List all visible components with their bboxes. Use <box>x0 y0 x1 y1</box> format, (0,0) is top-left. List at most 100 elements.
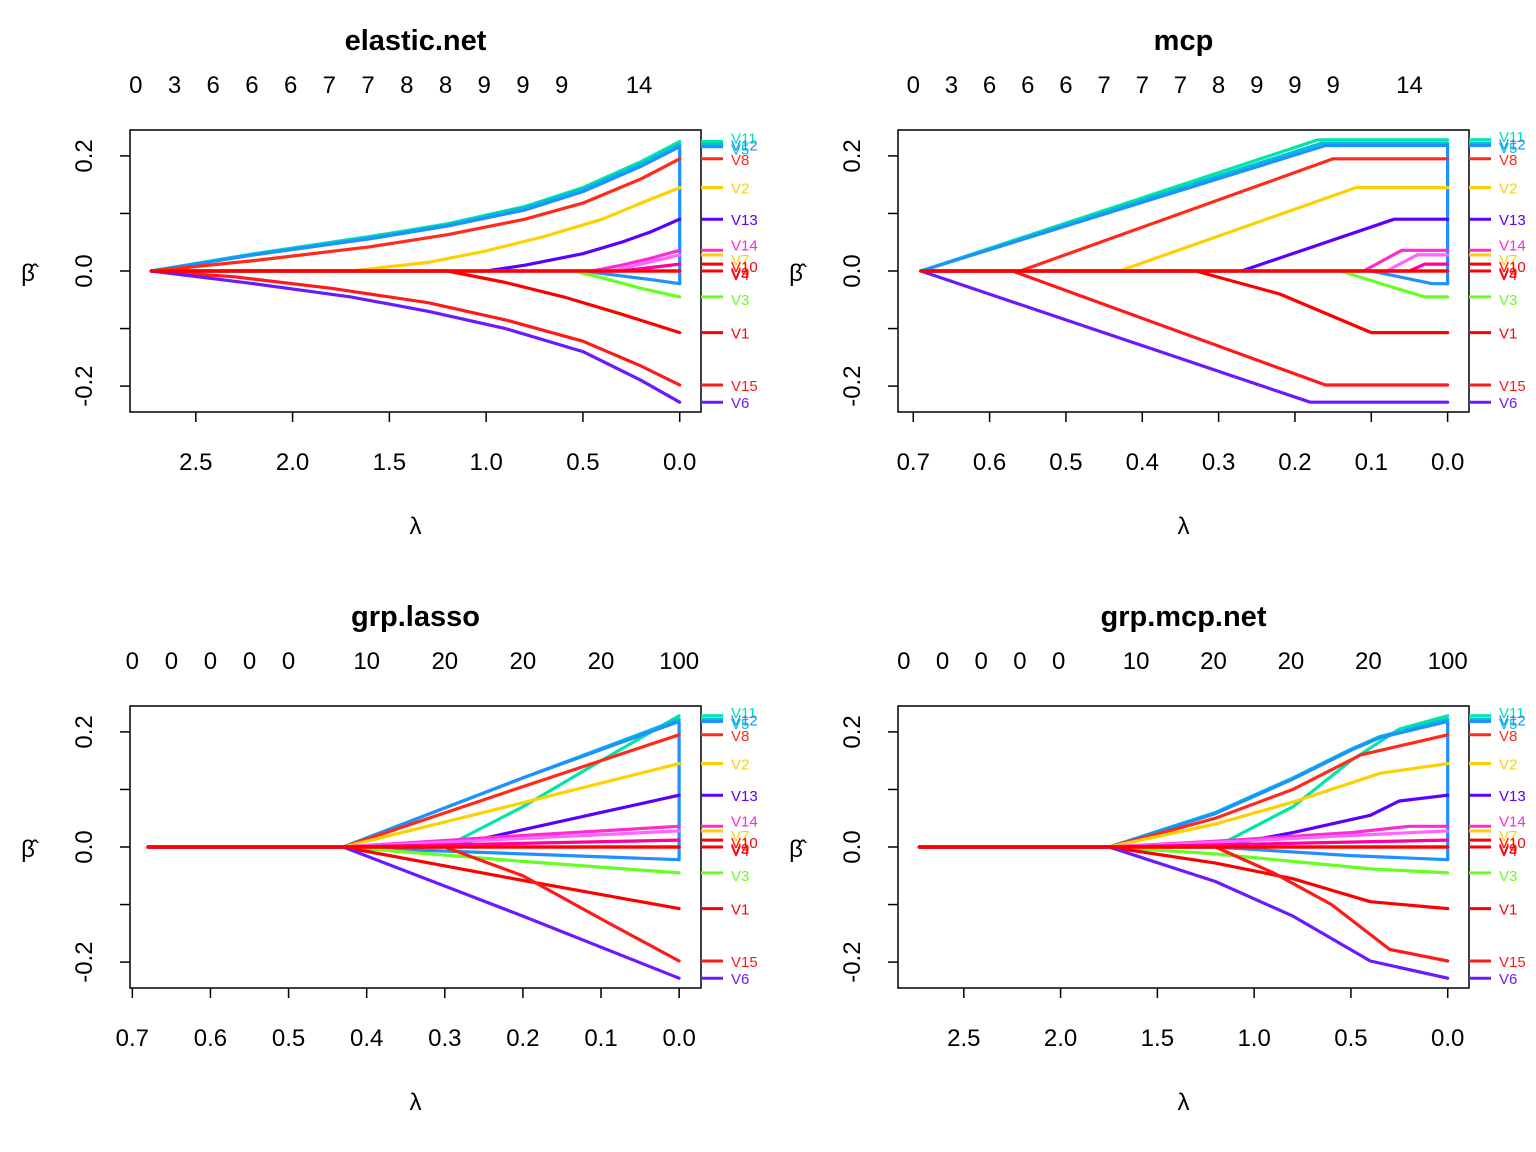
y-tick-label: 0.2 <box>839 139 866 172</box>
y-tick-label: 0.0 <box>71 254 98 287</box>
variable-label-v3: V3 <box>731 292 749 309</box>
series-line-v14 <box>919 248 1450 273</box>
variable-label-v15: V15 <box>1499 378 1526 395</box>
top-axis-label: 8 <box>1212 72 1225 99</box>
variable-label-v2: V2 <box>731 757 749 774</box>
top-axis-label: 9 <box>555 72 568 99</box>
variable-label-v2: V2 <box>1499 181 1517 198</box>
y-axis-label: β̂ <box>789 260 807 287</box>
series-line-v15 <box>146 845 681 963</box>
top-axis-label: 14 <box>1396 72 1423 99</box>
series-line-v5 <box>919 141 1450 273</box>
variable-label-v9: V9 <box>1499 841 1517 858</box>
top-axis-label: 6 <box>284 72 297 99</box>
top-axis-label: 9 <box>478 72 491 99</box>
variable-label-v10: V10 <box>731 259 758 276</box>
variable-label-v14: V14 <box>1499 813 1526 830</box>
variable-label-v15: V15 <box>731 378 758 395</box>
variable-label-v11: V11 <box>731 131 757 148</box>
top-axis-label: 3 <box>168 72 181 99</box>
variable-label-v6: V6 <box>731 971 749 988</box>
variable-label-v13: V13 <box>731 788 758 805</box>
series-line-v11 <box>146 714 681 849</box>
variable-label-v7: V7 <box>731 252 749 269</box>
series-line-v3 <box>919 269 1450 299</box>
y-tick-label: -0.2 <box>71 941 98 982</box>
top-axis-label: 6 <box>983 72 996 99</box>
x-tick-label: 0.2 <box>1278 449 1311 476</box>
variable-label-v2: V2 <box>1499 757 1517 774</box>
x-axis-label: λ <box>1178 1089 1190 1116</box>
variable-label-v13: V13 <box>731 212 758 229</box>
variable-label-v1: V1 <box>1499 326 1517 343</box>
variable-label-v10: V10 <box>731 835 758 852</box>
x-tick-label: 0.1 <box>584 1025 617 1052</box>
x-tick-label: 1.5 <box>1141 1025 1174 1052</box>
variable-label-v3: V3 <box>731 868 749 885</box>
chart-title: grp.mcp.net <box>1101 601 1267 633</box>
y-tick-label: -0.2 <box>839 941 866 982</box>
top-axis-label: 20 <box>1200 648 1227 675</box>
variable-label-v1: V1 <box>1499 902 1517 919</box>
top-axis-label: 6 <box>207 72 220 99</box>
top-axis-label: 0 <box>282 648 295 675</box>
series-line-v8 <box>149 157 682 273</box>
top-axis-label: 0 <box>204 648 217 675</box>
top-axis-label: 0 <box>126 648 139 675</box>
x-tick-label: 0.6 <box>194 1025 227 1052</box>
variable-label-v5: V5 <box>1499 140 1517 157</box>
series-line-v3 <box>917 845 1450 875</box>
x-tick-label: 1.0 <box>1237 1025 1270 1052</box>
variable-label-v14: V14 <box>731 813 758 830</box>
series-line-v13 <box>917 793 1450 849</box>
top-axis-label: 6 <box>1021 72 1034 99</box>
top-axis-label: 3 <box>945 72 958 99</box>
variable-label-v2: V2 <box>731 181 749 198</box>
top-axis-label: 20 <box>1278 648 1305 675</box>
variable-label-v11: V11 <box>731 705 757 722</box>
chart-title: grp.lasso <box>351 601 480 633</box>
variable-label-v1: V1 <box>731 326 749 343</box>
variable-label-v1: V1 <box>731 902 749 919</box>
y-axis-label: β̂ <box>21 260 39 287</box>
y-tick-label: 0.0 <box>839 830 866 863</box>
variable-label-v9: V9 <box>1499 265 1517 282</box>
top-axis-label: 6 <box>1059 72 1072 99</box>
variable-label-v6: V6 <box>1499 971 1517 988</box>
x-tick-label: 0.5 <box>1334 1025 1367 1052</box>
top-axis-label: 6 <box>245 72 258 99</box>
x-tick-label: 1.0 <box>469 449 502 476</box>
series-line-v15 <box>919 269 1450 387</box>
x-tick-label: 0.0 <box>663 449 696 476</box>
series-line-v15 <box>149 269 682 387</box>
variable-label-v6: V6 <box>1499 395 1517 412</box>
y-tick-label: 0.0 <box>839 254 866 287</box>
variable-label-v4: V4 <box>731 843 749 860</box>
top-axis-label: 9 <box>1326 72 1339 99</box>
top-axis-label: 0 <box>936 648 949 675</box>
top-axis-label: 0 <box>897 648 910 675</box>
top-axis-label: 100 <box>659 648 699 675</box>
y-tick-label: 0.2 <box>71 139 98 172</box>
x-tick-label: 0.1 <box>1355 449 1388 476</box>
y-tick-label: 0.0 <box>71 830 98 863</box>
top-axis-label: 0 <box>907 72 920 99</box>
y-axis-label: β̂ <box>789 836 807 863</box>
x-tick-label: 2.5 <box>179 449 212 476</box>
variable-label-v5: V5 <box>731 141 749 158</box>
top-axis-label: 0 <box>165 648 178 675</box>
x-tick-label: 0.4 <box>350 1025 383 1052</box>
series-line-v12 <box>149 145 682 286</box>
variable-label-v9: V9 <box>731 265 749 282</box>
top-axis-label: 0 <box>1013 648 1026 675</box>
variable-label-v12: V12 <box>731 138 758 155</box>
variable-label-v11: V11 <box>1499 129 1525 146</box>
variable-label-v12: V12 <box>731 713 758 730</box>
top-axis-label: 10 <box>1123 648 1150 675</box>
x-tick-label: 0.5 <box>272 1025 305 1052</box>
series-line-v6 <box>917 845 1450 980</box>
x-tick-label: 1.5 <box>373 449 406 476</box>
x-tick-label: 0.7 <box>897 449 930 476</box>
